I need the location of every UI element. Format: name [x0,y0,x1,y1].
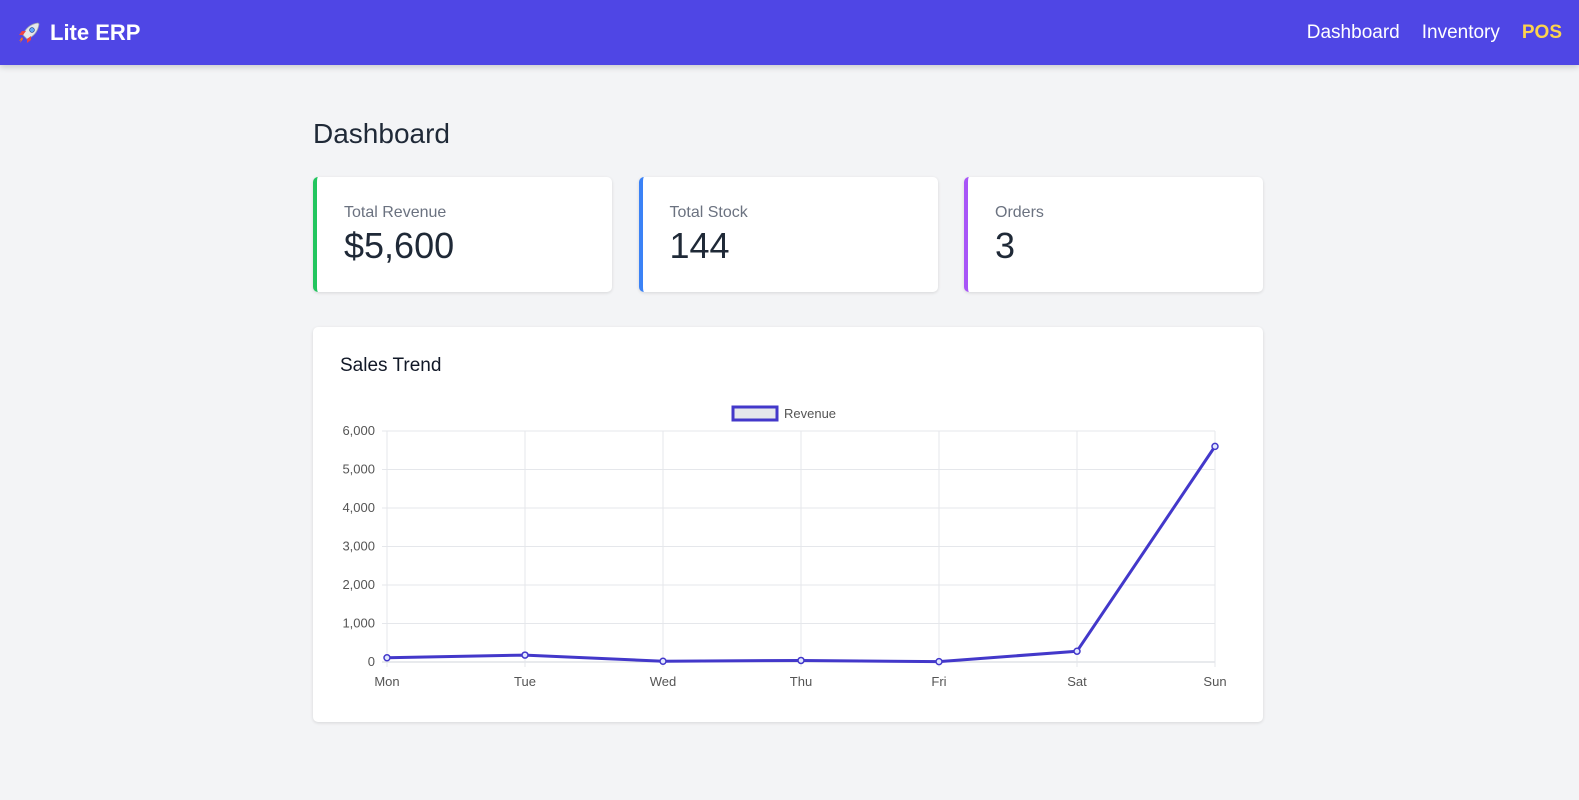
stat-value: 3 [995,225,1016,266]
y-tick-label: 0 [368,654,375,669]
x-tick-label: Sat [1067,674,1087,689]
brand[interactable]: Lite ERP [16,20,140,46]
nav-link-inventory[interactable]: Inventory [1421,21,1500,43]
top-navbar: Lite ERP Dashboard Inventory POS [0,0,1579,65]
data-point [1073,647,1081,655]
page-title: Dashboard [313,118,450,149]
x-tick-label: Sun [1203,674,1226,689]
y-tick-label: 3,000 [342,539,375,554]
stat-card-orders: Orders 3 [964,177,1263,292]
chart-title: Sales Trend [340,355,442,376]
data-point [659,657,667,665]
brand-text: Lite ERP [50,19,141,45]
y-tick-label: 4,000 [342,500,375,515]
stats-row: Total Revenue $5,600 Total Stock 144 Ord… [313,177,1263,292]
stat-label: Total Stock [669,204,748,221]
nav-link-pos[interactable]: POS [1521,21,1562,43]
stat-value: $5,600 [344,225,455,266]
y-tick-label: 5,000 [342,462,375,477]
sales-trend-chart: 0 1,000 2,000 3,000 4,000 5,000 6,000 Mon Tue Wed… [342,405,1227,689]
y-tick-label: 2,000 [342,577,375,592]
x-tick-label: Wed [650,674,677,689]
rocket-icon [19,22,40,43]
x-tick-label: Fri [931,674,946,689]
data-point [797,656,805,665]
stat-card-revenue: Total Revenue $5,600 [313,177,612,292]
data-point [935,657,943,666]
stat-card-stock: Total Stock 144 [638,177,938,292]
stat-label: Total Revenue [344,204,447,221]
data-point [383,654,391,662]
x-tick-label: Mon [374,674,399,689]
legend-label: Revenue [784,406,836,421]
data-point [521,651,529,659]
stat-label: Orders [995,204,1044,221]
stat-value: 144 [669,225,730,266]
nav-link-dashboard[interactable]: Dashboard [1306,21,1400,43]
x-tick-label: Thu [790,674,812,689]
y-tick-label: 6,000 [342,423,375,438]
legend-swatch [731,405,779,422]
data-point [1211,442,1219,451]
x-tick-label: Tue [514,674,536,689]
sales-trend-card: Sales Trend 0 1,000 2,000 3,000 4,000 5,000 6,… [313,327,1263,722]
y-tick-label: 1,000 [342,616,375,631]
nav-links: Dashboard Inventory POS [1285,22,1562,44]
main-content: Dashboard Total Revenue $5,600 Total Sto… [313,65,1263,722]
